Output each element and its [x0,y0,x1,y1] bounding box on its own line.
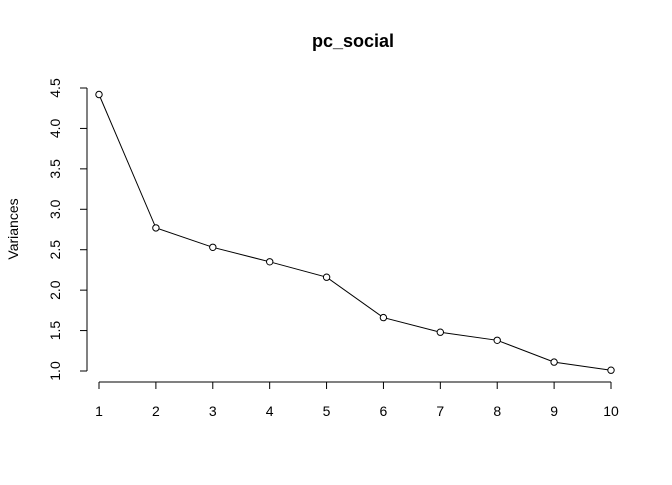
y-tick-label: 3.0 [47,199,63,219]
x-tick-label: 2 [152,403,160,419]
y-axis-label: Variances [5,198,21,259]
x-tick-label: 10 [603,403,619,419]
y-tick-label: 2.5 [47,240,63,260]
x-tick-label: 9 [550,403,558,419]
x-tick-label: 1 [95,403,103,419]
data-point [607,366,615,374]
y-tick-label: 1.0 [47,361,63,381]
data-point [152,224,160,232]
y-tick-label: 4.5 [47,78,63,98]
x-tick-label: 7 [436,403,444,419]
y-tick-label: 4.0 [47,118,63,138]
data-point [95,90,103,99]
data-point [322,273,331,281]
x-tick-label: 5 [323,403,331,419]
chart-title: pc_social [312,31,394,51]
data-point [379,313,388,322]
axes-layer: 1 2 3 4 5 6 7 8 9 10 1.0 1.5 2.0 2.5 3.0 3.5 4.0 4.5 [47,78,619,419]
y-tick-label: 1.5 [47,321,63,341]
data-point [550,358,558,366]
series-layer [95,90,615,374]
data-point [436,328,444,336]
x-tick-label: 6 [380,403,388,419]
series-line [98,94,612,371]
y-tick-label: 3.5 [47,159,63,179]
y-tick-label: 2.0 [47,280,63,300]
data-point [493,336,501,344]
data-point [266,258,274,266]
x-tick-label: 3 [209,403,217,419]
data-point [209,243,217,252]
x-tick-label: 8 [493,403,501,419]
x-tick-label: 4 [266,403,274,419]
